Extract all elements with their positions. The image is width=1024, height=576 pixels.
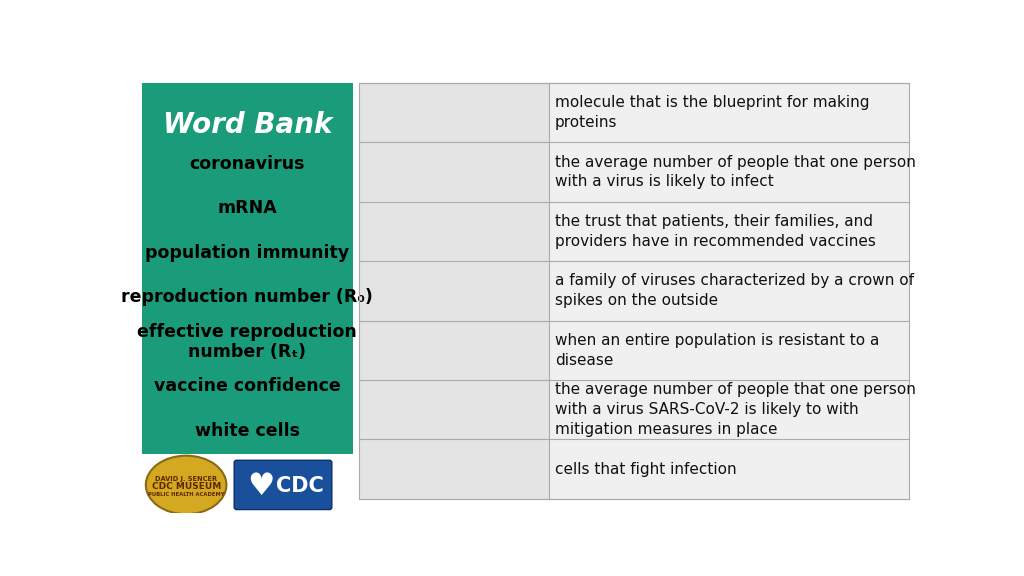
Bar — [359, 142, 549, 202]
Bar — [549, 83, 909, 142]
Text: reproduction number (R₀): reproduction number (R₀) — [122, 289, 374, 306]
Bar — [359, 321, 549, 380]
Ellipse shape — [145, 456, 226, 514]
Text: effective reproduction
number (Rₜ): effective reproduction number (Rₜ) — [137, 323, 357, 361]
Text: PUBLIC HEALTH ACADEMY: PUBLIC HEALTH ACADEMY — [147, 492, 224, 497]
Text: the average number of people that one person
with a virus is likely to infect: the average number of people that one pe… — [555, 155, 915, 190]
Text: a family of viruses characterized by a crown of
spikes on the outside: a family of viruses characterized by a c… — [555, 274, 914, 308]
Text: the average number of people that one person
with a virus SARS-CoV-2 is likely t: the average number of people that one pe… — [555, 382, 915, 437]
Bar — [359, 380, 549, 439]
Text: population immunity: population immunity — [145, 244, 349, 262]
Text: ♥: ♥ — [248, 472, 275, 501]
Bar — [549, 261, 909, 321]
Bar — [549, 142, 909, 202]
Bar — [549, 439, 909, 499]
Text: when an entire population is resistant to a
disease: when an entire population is resistant t… — [555, 333, 880, 367]
Bar — [142, 83, 352, 454]
Text: white cells: white cells — [195, 422, 300, 440]
Text: CDC: CDC — [276, 476, 324, 497]
Bar — [549, 321, 909, 380]
Text: molecule that is the blueprint for making
proteins: molecule that is the blueprint for makin… — [555, 95, 869, 130]
Bar — [359, 202, 549, 261]
Text: Word Bank: Word Bank — [163, 111, 332, 139]
Bar — [549, 380, 909, 439]
Bar — [359, 261, 549, 321]
Text: DAVID J. SENCER: DAVID J. SENCER — [155, 476, 217, 482]
Text: CDC MUSEUM: CDC MUSEUM — [152, 482, 221, 491]
Text: the trust that patients, their families, and
providers have in recommended vacci: the trust that patients, their families,… — [555, 214, 876, 249]
Text: mRNA: mRNA — [217, 199, 278, 217]
Bar — [359, 83, 549, 142]
Text: coronavirus: coronavirus — [189, 155, 305, 173]
Bar — [359, 439, 549, 499]
FancyBboxPatch shape — [234, 460, 332, 510]
Text: vaccine confidence: vaccine confidence — [154, 377, 341, 396]
Text: cells that fight infection: cells that fight infection — [555, 461, 736, 476]
Bar — [549, 202, 909, 261]
